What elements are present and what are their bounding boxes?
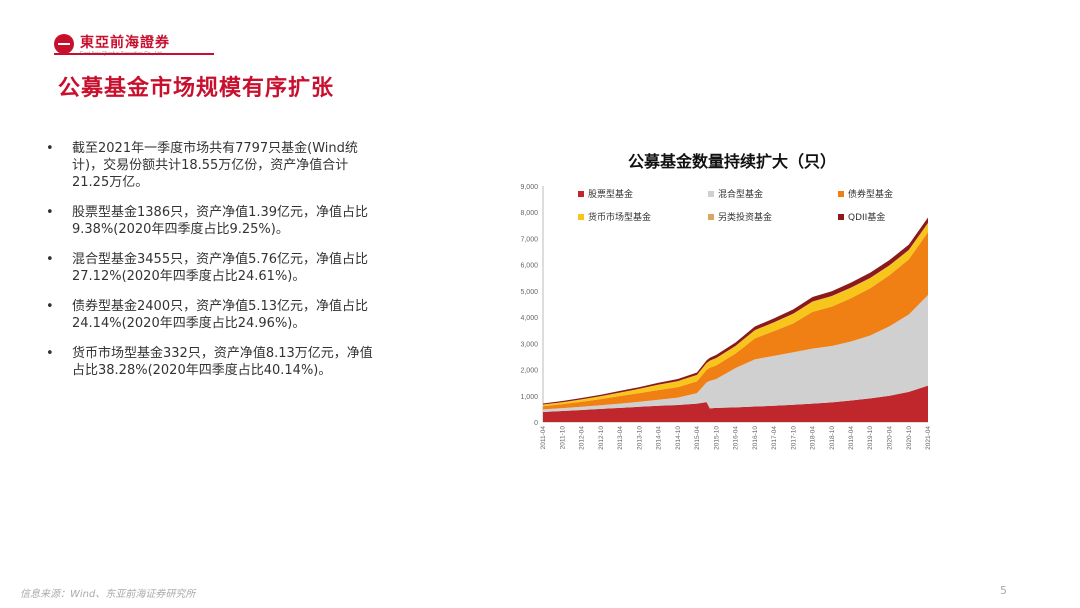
logo-mark-icon [54,34,74,54]
x-tick-label: 2015-10 [713,426,720,450]
legend-swatch [708,191,714,197]
bullet-item: • 混合型基金3455只，资产净值5.76亿元，净值占比27.12%(2020年四… [40,251,385,285]
bullet-item: • 债券型基金2400只，资产净值5.13亿元，净值占比24.14%(2020年四… [40,298,385,332]
x-tick-label: 2017-04 [771,426,778,450]
legend-swatch [578,214,584,220]
page-number: 5 [1000,584,1007,597]
bullet-dot-icon: • [46,141,54,156]
bullet-list: • 截至2021年一季度市场共有7797只基金(Wind统计)，交易份额共计18.… [40,140,385,392]
x-tick-label: 2018-10 [829,426,836,450]
y-tick-label: 3,000 [520,341,538,348]
y-tick-label: 7,000 [520,236,538,243]
x-tick-label: 2016-10 [752,426,759,450]
legend-swatch [838,214,844,220]
source-note: 信息来源：Wind、东亚前海证券研究所 [20,589,196,600]
y-tick-label: 8,000 [520,210,538,217]
legend-label: 股票型基金 [588,188,633,200]
page-title: 公募基金市场规模有序扩张 [58,76,335,101]
legend-label: 混合型基金 [718,188,763,200]
bullet-dot-icon: • [46,346,54,361]
area-series-1 [543,295,928,413]
bullet-item: • 货币市场型基金332只，资产净值8.13万亿元，净值占比38.28%(2020… [40,345,385,379]
area-series-0 [543,385,928,422]
legend-swatch [578,191,584,197]
x-tick-label: 2017-10 [790,426,797,450]
x-tick-label: 2013-10 [636,426,643,450]
bullet-item: • 截至2021年一季度市场共有7797只基金(Wind统计)，交易份额共计18.… [40,140,385,191]
legend-label: 债券型基金 [848,188,893,200]
y-tick-label: 9,000 [520,184,538,191]
x-tick-label: 2021-04 [925,426,932,450]
x-tick-label: 2019-04 [848,426,855,450]
bullet-text: 截至2021年一季度市场共有7797只基金(Wind统计)，交易份额共计18.5… [72,141,358,190]
brand-logo: 東亞前海證券 East Asia Qianhai Securities Co.,… [54,30,194,62]
bullet-text: 货币市场型基金332只，资产净值8.13万亿元，净值占比38.28%(2020年… [72,346,373,378]
x-tick-label: 2013-04 [617,426,624,450]
x-tick-label: 2019-10 [867,426,874,450]
x-tick-label: 2018-04 [809,426,816,450]
legend-label: 货币市场型基金 [588,211,651,223]
y-tick-label: 0 [534,420,538,427]
fund-count-area-chart: 0 1,000 2,000 3,000 4,000 5,000 6,000 7,000 8,00… [520,184,932,450]
x-tick-label: 2011-10 [559,426,566,450]
bullet-text: 股票型基金1386只，资产净值1.39亿元，净值占比9.38%(2020年四季度… [72,205,369,237]
legend-label: QDII基金 [848,211,885,223]
x-tick-label: 2020-10 [906,426,913,450]
x-tick-label: 2014-10 [675,426,682,450]
x-tick-label: 2020-04 [887,426,894,450]
x-tick-label: 2014-04 [656,426,663,450]
bullet-dot-icon: • [46,299,54,314]
y-tick-label: 4,000 [520,315,538,322]
legend-label: 另类投资基金 [718,211,772,223]
bullet-text: 混合型基金3455只，资产净值5.76亿元，净值占比27.12%(2020年四季… [72,252,369,284]
y-tick-label: 6,000 [520,263,538,270]
legend-swatch [838,191,844,197]
y-tick-label: 2,000 [520,368,538,375]
x-tick-label: 2011-04 [540,426,547,450]
area-series-2 [543,232,928,410]
y-tick-label: 5,000 [520,289,538,296]
chart-title: 公募基金数量持续扩大（只） [628,152,837,171]
x-tick-label: 2015-04 [694,426,701,450]
bullet-text: 债券型基金2400只，资产净值5.13亿元，净值占比24.14%(2020年四季… [72,299,369,331]
x-tick-label: 2012-10 [598,426,605,450]
y-tick-label: 1,000 [520,394,538,401]
bullet-dot-icon: • [46,205,54,220]
x-tick-label: 2016-04 [733,426,740,450]
header-divider-red [54,53,214,55]
x-tick-label: 2012-04 [579,426,586,450]
bullet-dot-icon: • [46,252,54,267]
brand-name-cn: 東亞前海證券 [80,35,170,51]
bullet-item: • 股票型基金1386只，资产净值1.39亿元，净值占比9.38%(2020年四季… [40,204,385,238]
legend-swatch [708,214,714,220]
